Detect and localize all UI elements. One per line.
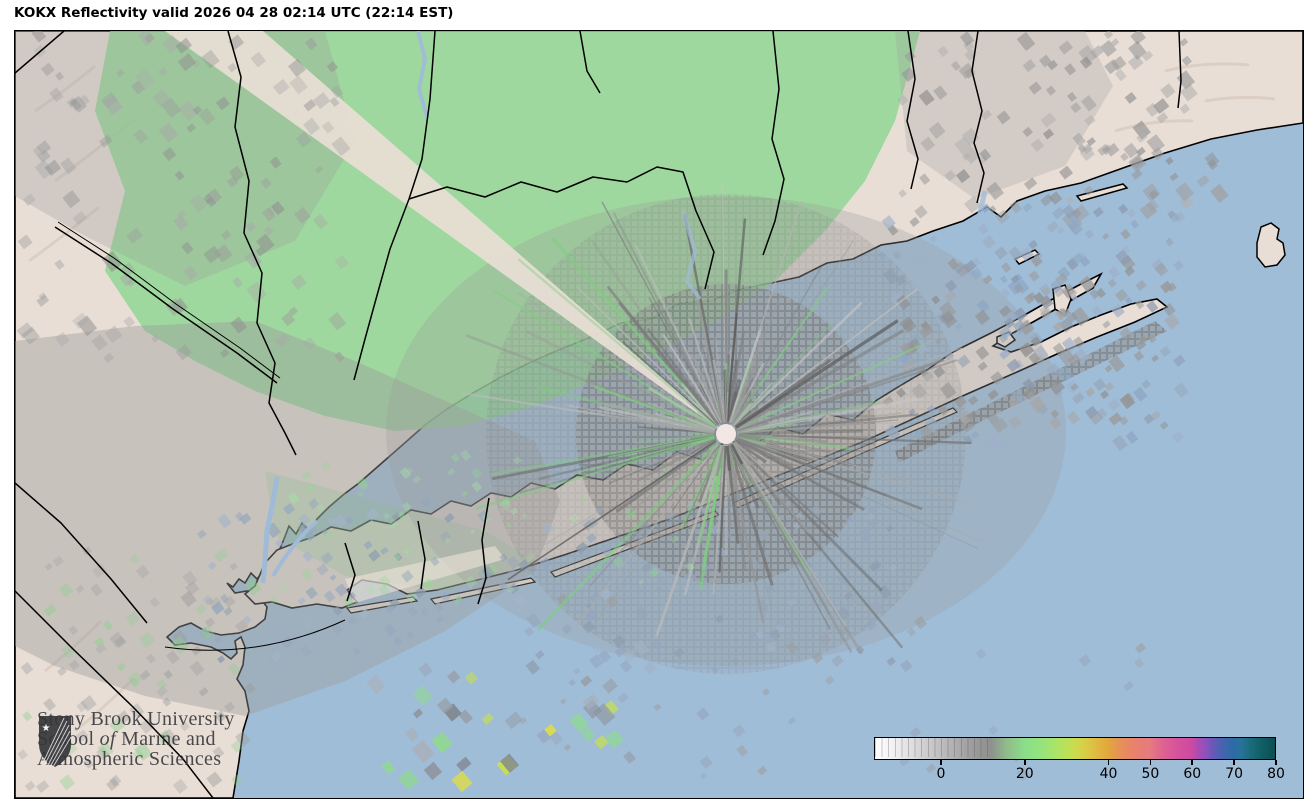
colorbar-discrete-bands <box>875 738 994 757</box>
colorbar-tick-label: 40 <box>1099 766 1118 782</box>
map-svg <box>15 31 1303 798</box>
stony-brook-logo: ★ Stony Brook University School of Marin… <box>37 709 235 769</box>
long-island <box>243 272 1169 609</box>
colorbar-tick <box>1024 760 1026 765</box>
hudson-river <box>260 476 280 584</box>
logo-line1: Stony Brook University <box>37 708 235 730</box>
coastal-clear-band <box>345 546 505 603</box>
map-canvas: 0 20 40 50 60 70 80 ★ Stony Brook University S… <box>14 30 1304 799</box>
colorbar-tick <box>1233 760 1235 765</box>
gray-echo-west <box>15 321 560 716</box>
green-echo-region <box>95 31 920 431</box>
shield-icon: ★ <box>39 716 72 768</box>
colorbar-tick-label: 0 <box>936 766 946 782</box>
boundary-lines <box>15 31 1182 798</box>
river-in-wedge <box>416 31 429 118</box>
thames-river <box>977 190 993 231</box>
colorbar-tick-label: 20 <box>1015 766 1034 782</box>
colorbar-tick <box>1191 760 1193 765</box>
colorbar-tick-label: 60 <box>1183 766 1202 782</box>
connecticut-river-mouth <box>681 210 702 301</box>
reflectivity-colorbar: 0 20 40 50 60 70 80 <box>874 737 1285 789</box>
colorbar-tick-label: 80 <box>1267 766 1285 782</box>
rivers <box>260 190 993 584</box>
colorbar-gradient <box>874 737 1276 760</box>
fishers-island <box>1075 183 1129 202</box>
shield-star: ★ <box>42 723 51 734</box>
radar-site-dot <box>716 424 736 444</box>
colorbar-tick-label: 50 <box>1141 766 1160 782</box>
block-island <box>1256 222 1286 268</box>
colorbar-tick <box>1149 760 1152 765</box>
page-title: KOKX Reflectivity valid 2026 04 28 02:14… <box>14 5 454 21</box>
colorbar-tick <box>1107 760 1110 765</box>
beam-blockage-wedge <box>165 31 726 434</box>
east-river <box>271 519 319 578</box>
logo-line3: Atmospheric Sciences <box>37 748 222 770</box>
colorbar-tick-label: 70 <box>1225 766 1244 782</box>
colorbar-tick <box>940 760 942 765</box>
colorbar-tick <box>1275 760 1277 765</box>
radial-clutter-spokes <box>460 184 984 655</box>
